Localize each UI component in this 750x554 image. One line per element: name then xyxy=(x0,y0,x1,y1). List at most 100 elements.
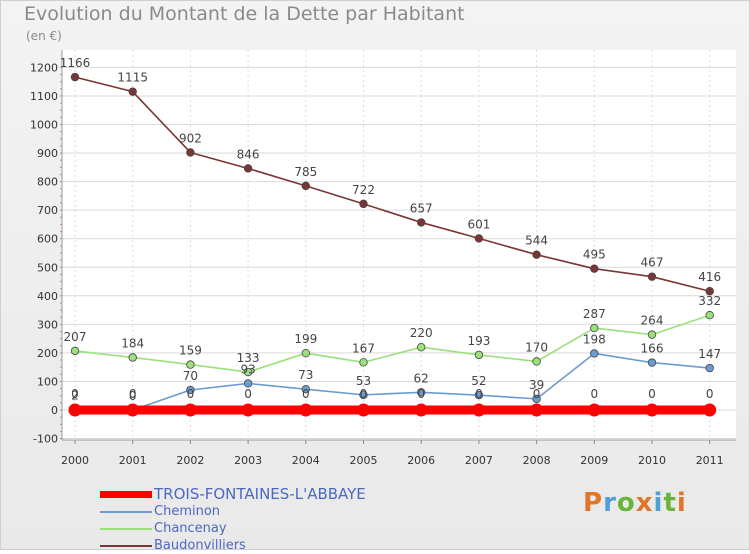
y-tick-label: 600 xyxy=(37,233,58,246)
data-label: 167 xyxy=(352,341,375,355)
y-tick-label: 200 xyxy=(37,347,58,360)
x-tick-label: 2001 xyxy=(119,454,147,467)
data-point xyxy=(474,390,484,400)
data-point xyxy=(70,346,80,356)
data-point xyxy=(705,311,714,320)
legend-label: Cheminon xyxy=(154,504,221,519)
data-point xyxy=(128,353,137,362)
y-tick-label: 1000 xyxy=(30,119,58,132)
y-tick-label: 0 xyxy=(51,404,58,417)
data-point xyxy=(472,403,486,417)
brand-letter: i xyxy=(676,488,687,518)
data-point xyxy=(128,87,137,96)
data-point xyxy=(417,218,426,227)
data-label: 287 xyxy=(583,307,606,321)
legend-entry: Chancenay xyxy=(100,520,366,537)
data-label: 220 xyxy=(410,326,433,340)
data-label: 0 xyxy=(302,387,310,401)
data-label: 147 xyxy=(698,347,721,361)
data-label: 39 xyxy=(529,378,544,392)
data-point xyxy=(417,342,426,352)
legend-swatch xyxy=(100,511,152,513)
x-tick-label: 2005 xyxy=(350,454,378,467)
data-label: 0 xyxy=(244,387,252,401)
data-label: 657 xyxy=(410,201,433,215)
legend: TROIS-FONTAINES-L'ABBAYE Cheminon Chance… xyxy=(100,486,366,554)
x-tick-label: 2002 xyxy=(176,454,204,467)
data-label: 53 xyxy=(356,374,371,388)
data-point xyxy=(301,181,310,191)
legend-swatch xyxy=(100,528,152,530)
y-tick-label: 500 xyxy=(37,261,58,274)
x-tick-label: 2003 xyxy=(234,454,262,467)
data-label: 0 xyxy=(590,387,598,401)
data-point xyxy=(647,358,657,367)
data-label: 495 xyxy=(583,248,606,262)
y-tick-label: 900 xyxy=(37,147,58,160)
data-point xyxy=(357,403,370,417)
series-line-1 xyxy=(74,352,711,411)
data-label: 0 xyxy=(475,387,483,401)
data-point xyxy=(301,348,310,358)
x-tick-label: 2011 xyxy=(696,454,724,467)
data-label: 601 xyxy=(467,217,490,231)
data-label: 544 xyxy=(525,234,548,248)
legend-swatch xyxy=(100,491,152,498)
data-point xyxy=(68,403,82,417)
data-point xyxy=(243,164,253,173)
data-point xyxy=(359,199,368,209)
data-point xyxy=(241,403,255,417)
y-tick-label: 100 xyxy=(37,375,58,388)
data-point xyxy=(532,394,541,404)
data-label: 416 xyxy=(698,270,721,284)
brand-letter: t xyxy=(663,488,677,518)
data-label: 0 xyxy=(533,387,541,401)
data-label: 52 xyxy=(471,374,486,388)
x-tick-label: 2007 xyxy=(465,454,493,467)
data-point xyxy=(532,250,541,259)
data-label: 93 xyxy=(240,362,255,376)
data-point xyxy=(587,403,601,417)
y-tick-label: 300 xyxy=(37,318,58,331)
x-tick-label: 2004 xyxy=(292,454,320,467)
x-tick-label: 2010 xyxy=(638,454,666,467)
data-label: 785 xyxy=(294,165,317,179)
data-point xyxy=(647,272,657,281)
data-point xyxy=(647,330,657,339)
data-point xyxy=(703,403,717,417)
data-point xyxy=(186,148,195,157)
data-label: 902 xyxy=(179,131,202,145)
data-label: 0 xyxy=(648,387,656,401)
data-point xyxy=(70,72,80,82)
data-point xyxy=(299,403,313,417)
brand-letter: i xyxy=(653,488,664,518)
data-label: 159 xyxy=(179,344,202,358)
data-point xyxy=(417,388,426,397)
data-point xyxy=(705,363,714,373)
chart-unit: (en €) xyxy=(26,29,62,43)
brand-logo: Proxiti xyxy=(583,488,687,518)
data-point xyxy=(301,384,310,394)
legend-entry: TROIS-FONTAINES-L'ABBAYE xyxy=(100,486,366,503)
data-point xyxy=(530,403,544,417)
data-label: 199 xyxy=(294,332,317,346)
data-label: 62 xyxy=(414,371,429,385)
data-point xyxy=(243,379,253,388)
brand-letter: r xyxy=(603,488,617,518)
y-tick-label: 700 xyxy=(37,204,58,217)
series-line-2 xyxy=(74,314,711,373)
data-point xyxy=(243,367,253,377)
data-label: 0 xyxy=(187,387,195,401)
data-label: 193 xyxy=(467,334,490,348)
data-label: 73 xyxy=(298,368,313,382)
legend-entry: Cheminon xyxy=(100,503,366,520)
data-point xyxy=(359,390,368,400)
data-label: 0 xyxy=(129,389,137,403)
legend-label: Chancenay xyxy=(154,521,227,536)
data-point xyxy=(645,403,659,417)
data-point xyxy=(590,264,599,273)
data-point xyxy=(705,287,714,296)
legend-entry: Baudonvilliers xyxy=(100,537,366,554)
data-label: 0 xyxy=(706,387,714,401)
